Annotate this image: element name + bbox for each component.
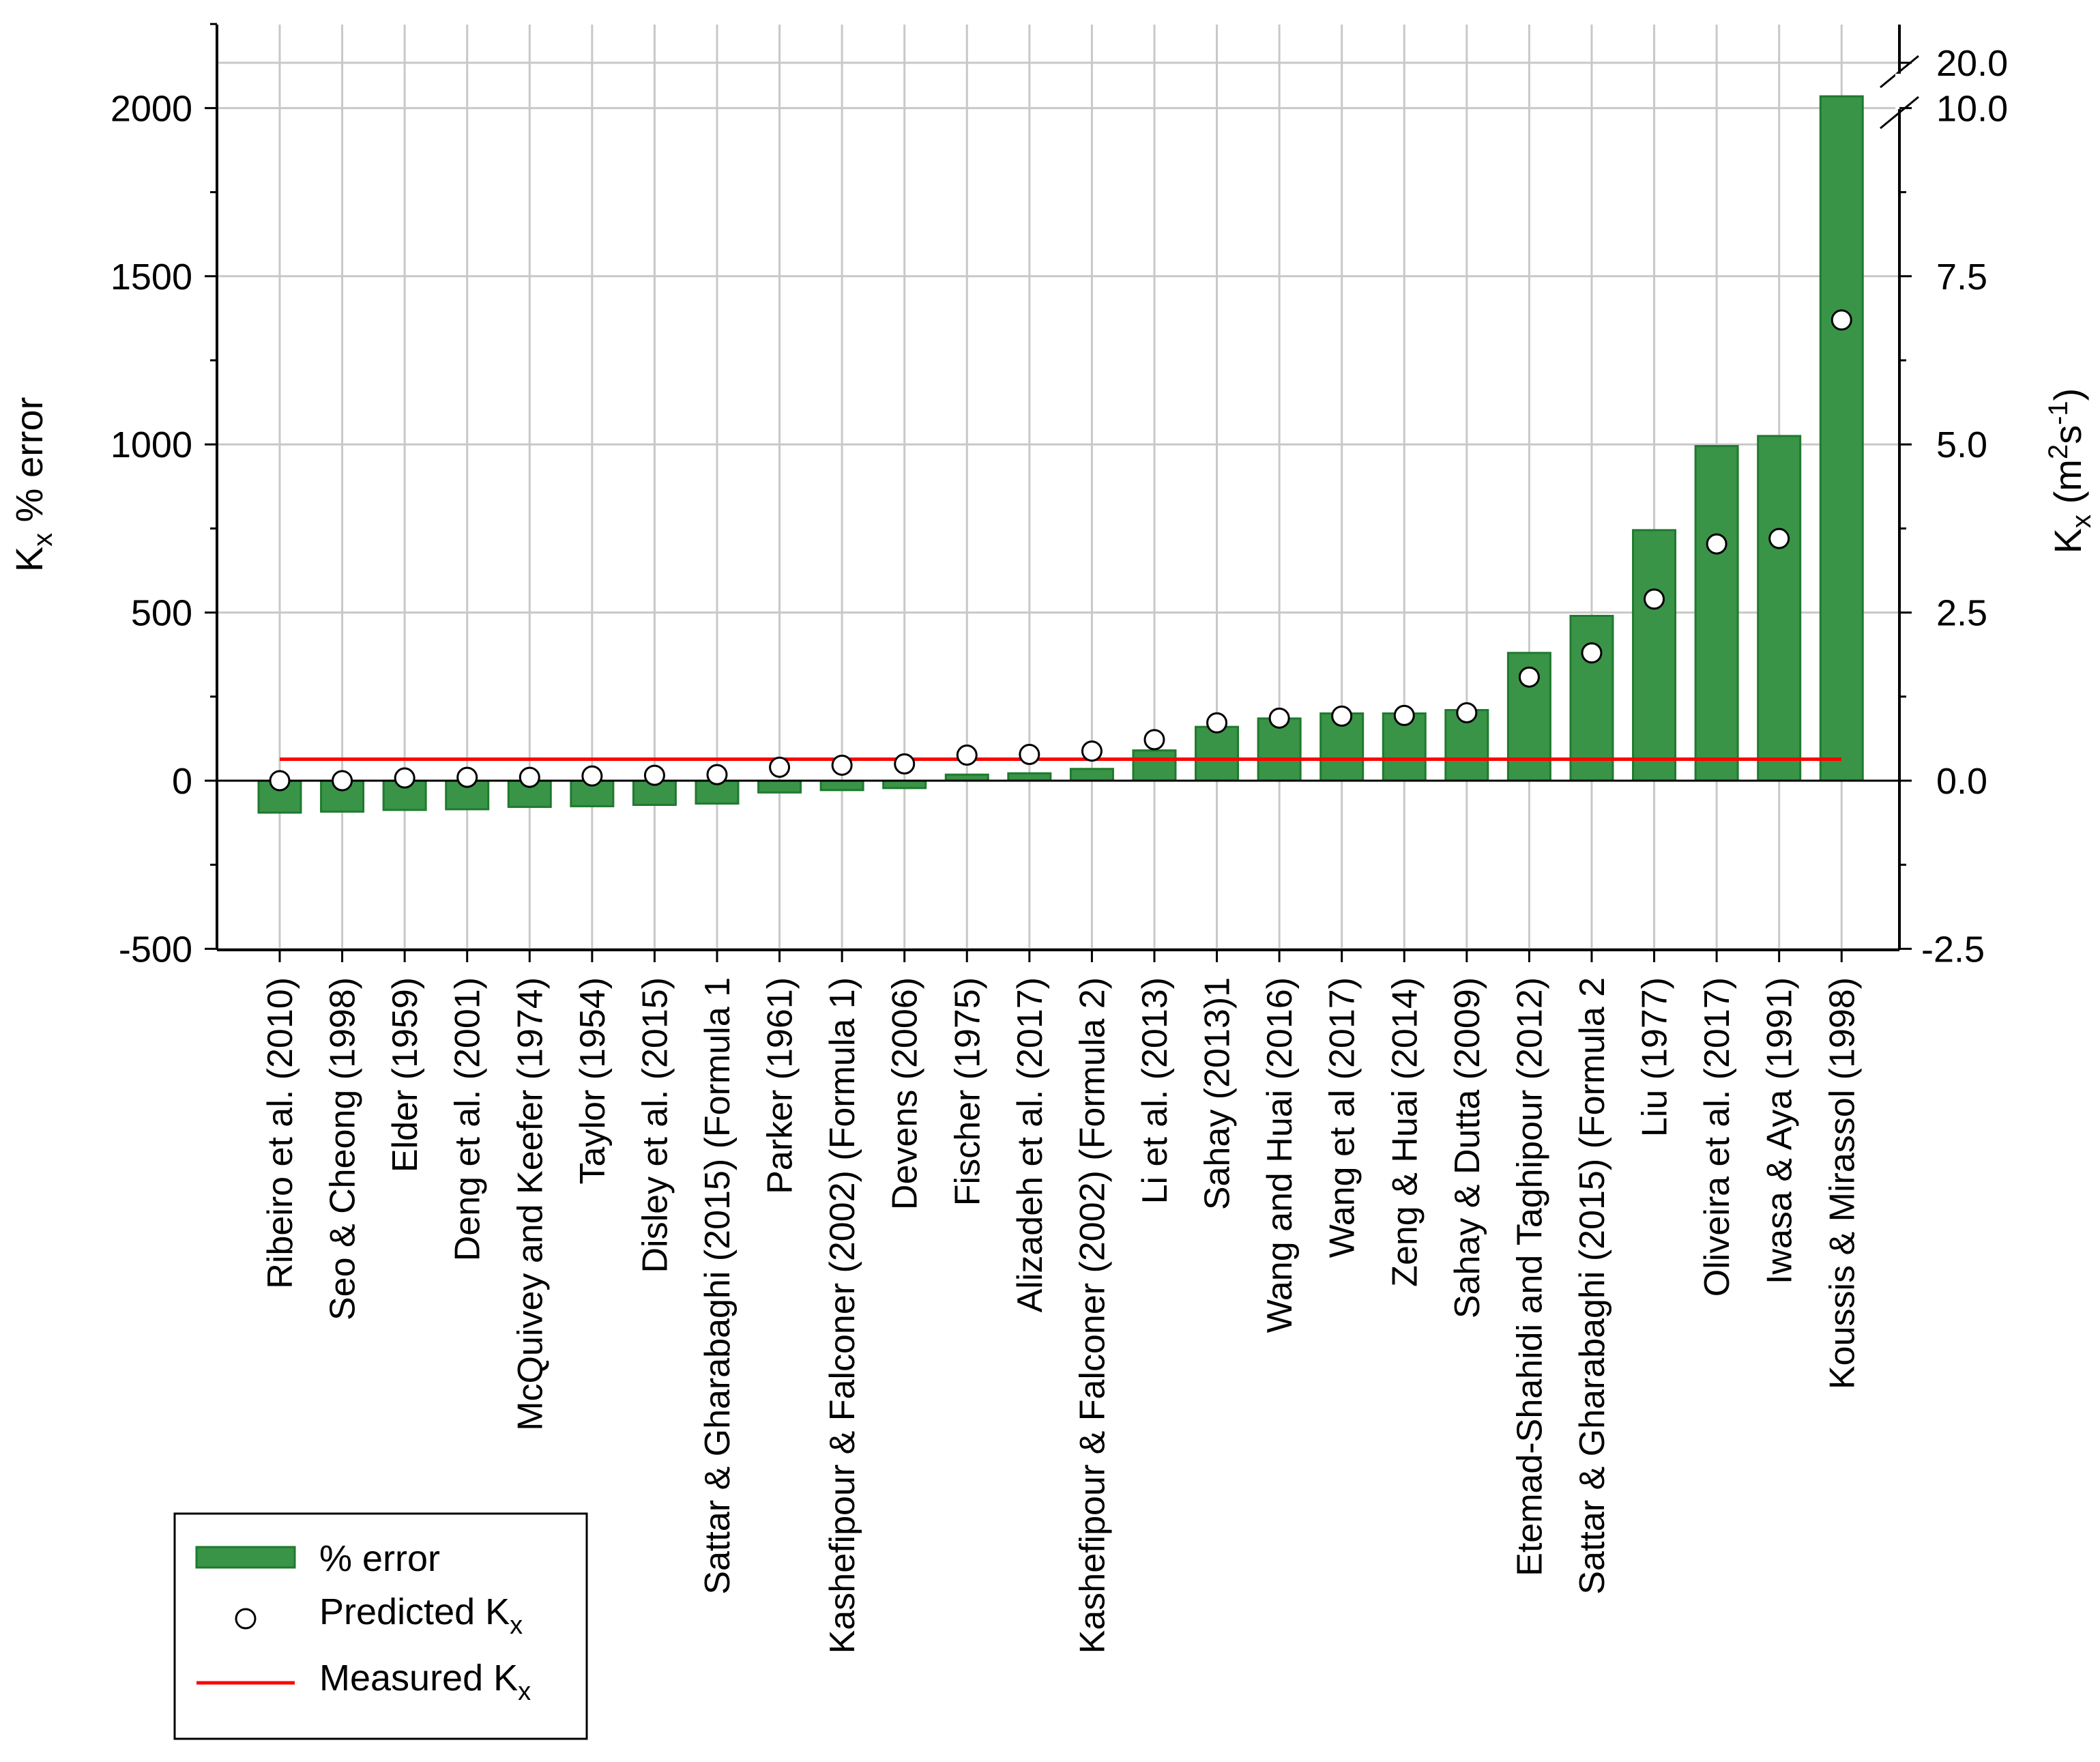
x-tick-label: Koussis & Mirassol (1998) [1822,977,1862,1389]
predicted-marker [1644,588,1665,610]
x-tick-label: Devens (2006) [886,977,925,1210]
x-tick-label: Liu (1977) [1635,977,1675,1137]
x-tick-label: Ribeiro et al. (2010) [261,977,300,1289]
bar [1195,725,1240,782]
legend-label-predicted: Predicted Kx [319,1591,523,1640]
predicted-marker [519,766,540,788]
x-tick-label: Parker (1961) [761,977,800,1194]
x-tick-label: Disley et al. (2015) [635,977,675,1273]
predicted-marker [706,764,728,785]
legend-label-error: % error [319,1538,440,1579]
bar [1694,445,1739,782]
bar [1257,717,1302,782]
predicted-marker [1019,744,1040,766]
x-tick-label: Fischer (1975) [948,977,987,1206]
predicted-marker [581,765,603,787]
bar [1632,529,1677,782]
predicted-marker [894,753,916,775]
predicted-marker [332,770,353,792]
predicted-marker [1331,705,1353,727]
left-tick-label: 1000 [111,424,192,465]
x-tick-label: Deng et al. (2001) [448,977,488,1261]
axis-break-mark [1880,96,1919,130]
predicted-marker [1206,712,1228,734]
left-tick-label: 2000 [111,88,192,129]
right-tick-label: -2.5 [1921,929,1985,970]
predicted-marker [643,764,665,786]
predicted-markers-series [269,309,1852,792]
bar [1069,768,1114,782]
bar [1569,615,1614,782]
x-tick-label: Taylor (1954) [573,977,613,1184]
right-tick-label: 7.5 [1936,257,1987,298]
predicted-marker [1581,642,1603,664]
right-tick-label: 10.0 [1936,88,2008,129]
left-tick-label: 0 [172,761,192,802]
x-axis-labels: Ribeiro et al. (2010) Seo & Cheong (1998)… [261,950,1862,1653]
x-tick-label: Iwasa & Aya (1991) [1760,977,1800,1284]
bar [1757,435,1802,782]
left-axis-title: Kx % error [8,397,58,573]
bar [757,779,802,794]
predicted-marker [1768,528,1790,549]
predicted-marker [1081,740,1103,762]
x-tick-label: Etemad-Shahidi and Taghipour (2012) [1510,977,1549,1576]
predicted-marker [456,766,478,788]
left-axis-ticks: -500 0 500 1000 1500 2000 [111,23,217,970]
x-tick-label: Kashefipour & Falconer (2002) (Formula 1… [823,977,862,1653]
predicted-marker [269,770,291,792]
bar [1819,95,1864,782]
right-axis-title: Kx (m2s-1) [2043,388,2097,554]
legend-label-measured: Measured Kx [319,1658,531,1706]
bar [1132,749,1177,782]
axis-break-mark [1880,55,1919,89]
bar [819,779,864,792]
bars-series [257,95,1864,814]
predicted-marker [1706,533,1727,555]
predicted-marker [831,754,853,776]
left-tick-label: -500 [119,929,192,970]
legend-swatch-error [195,1546,296,1569]
legend: % error Predicted Kx Measured Kx [173,1512,588,1740]
grid-lines [217,25,1899,950]
x-tick-label: Sahay & Dutta (2009) [1448,977,1487,1318]
predicted-marker [1143,729,1165,751]
bar [882,779,927,790]
x-tick-label: Sahay (2013)1 [1198,977,1238,1210]
bar [1007,772,1052,782]
legend-marker-predicted [235,1608,257,1630]
x-tick-label: Oliveira et al. (2017) [1697,977,1737,1297]
bar [257,779,302,814]
left-tick-label: 500 [131,593,192,634]
predicted-marker [1518,666,1540,688]
left-tick-label: 1500 [111,257,192,298]
right-tick-label-break: 20.0 [1936,43,2008,84]
right-tick-label: 2.5 [1936,593,1987,634]
right-tick-label: 0.0 [1936,761,1987,802]
right-tick-label: 5.0 [1936,424,1987,465]
x-tick-label: Wang et al (2017) [1323,977,1362,1258]
predicted-marker [1393,704,1415,726]
x-tick-label: Sattar & Gharabaghi (2015) (Formula 2 [1573,977,1612,1595]
predicted-marker [1831,309,1852,331]
x-tick-label: Zeng & Huai (2014) [1385,977,1425,1287]
axis-break-gap [1895,74,1904,109]
x-tick-label: Sattar & Gharabaghi (2015) (Formula 1 [698,977,738,1595]
x-tick-label: Alizadeh et al. (2017) [1010,977,1050,1312]
x-tick-label: Wang and Huai (2016) [1260,977,1300,1333]
x-tick-label: Elder (1959) [385,977,425,1172]
predicted-marker [769,756,791,778]
predicted-marker [394,767,415,789]
predicted-marker [956,745,978,766]
predicted-marker [1268,707,1290,729]
predicted-marker [1456,702,1478,723]
x-tick-label: Seo & Cheong (1998) [323,977,363,1320]
right-axis-ticks: -2.5 0.0 2.5 5.0 7.5 10.020.0 [1899,43,2008,970]
x-tick-label: McQuivey and Keefer (1974) [510,977,550,1431]
x-tick-label: Li et al. (2013) [1135,977,1175,1204]
axes [216,25,1919,951]
x-tick-label: Kashefipour & Falconer (2002) (Formula 2… [1073,977,1112,1653]
